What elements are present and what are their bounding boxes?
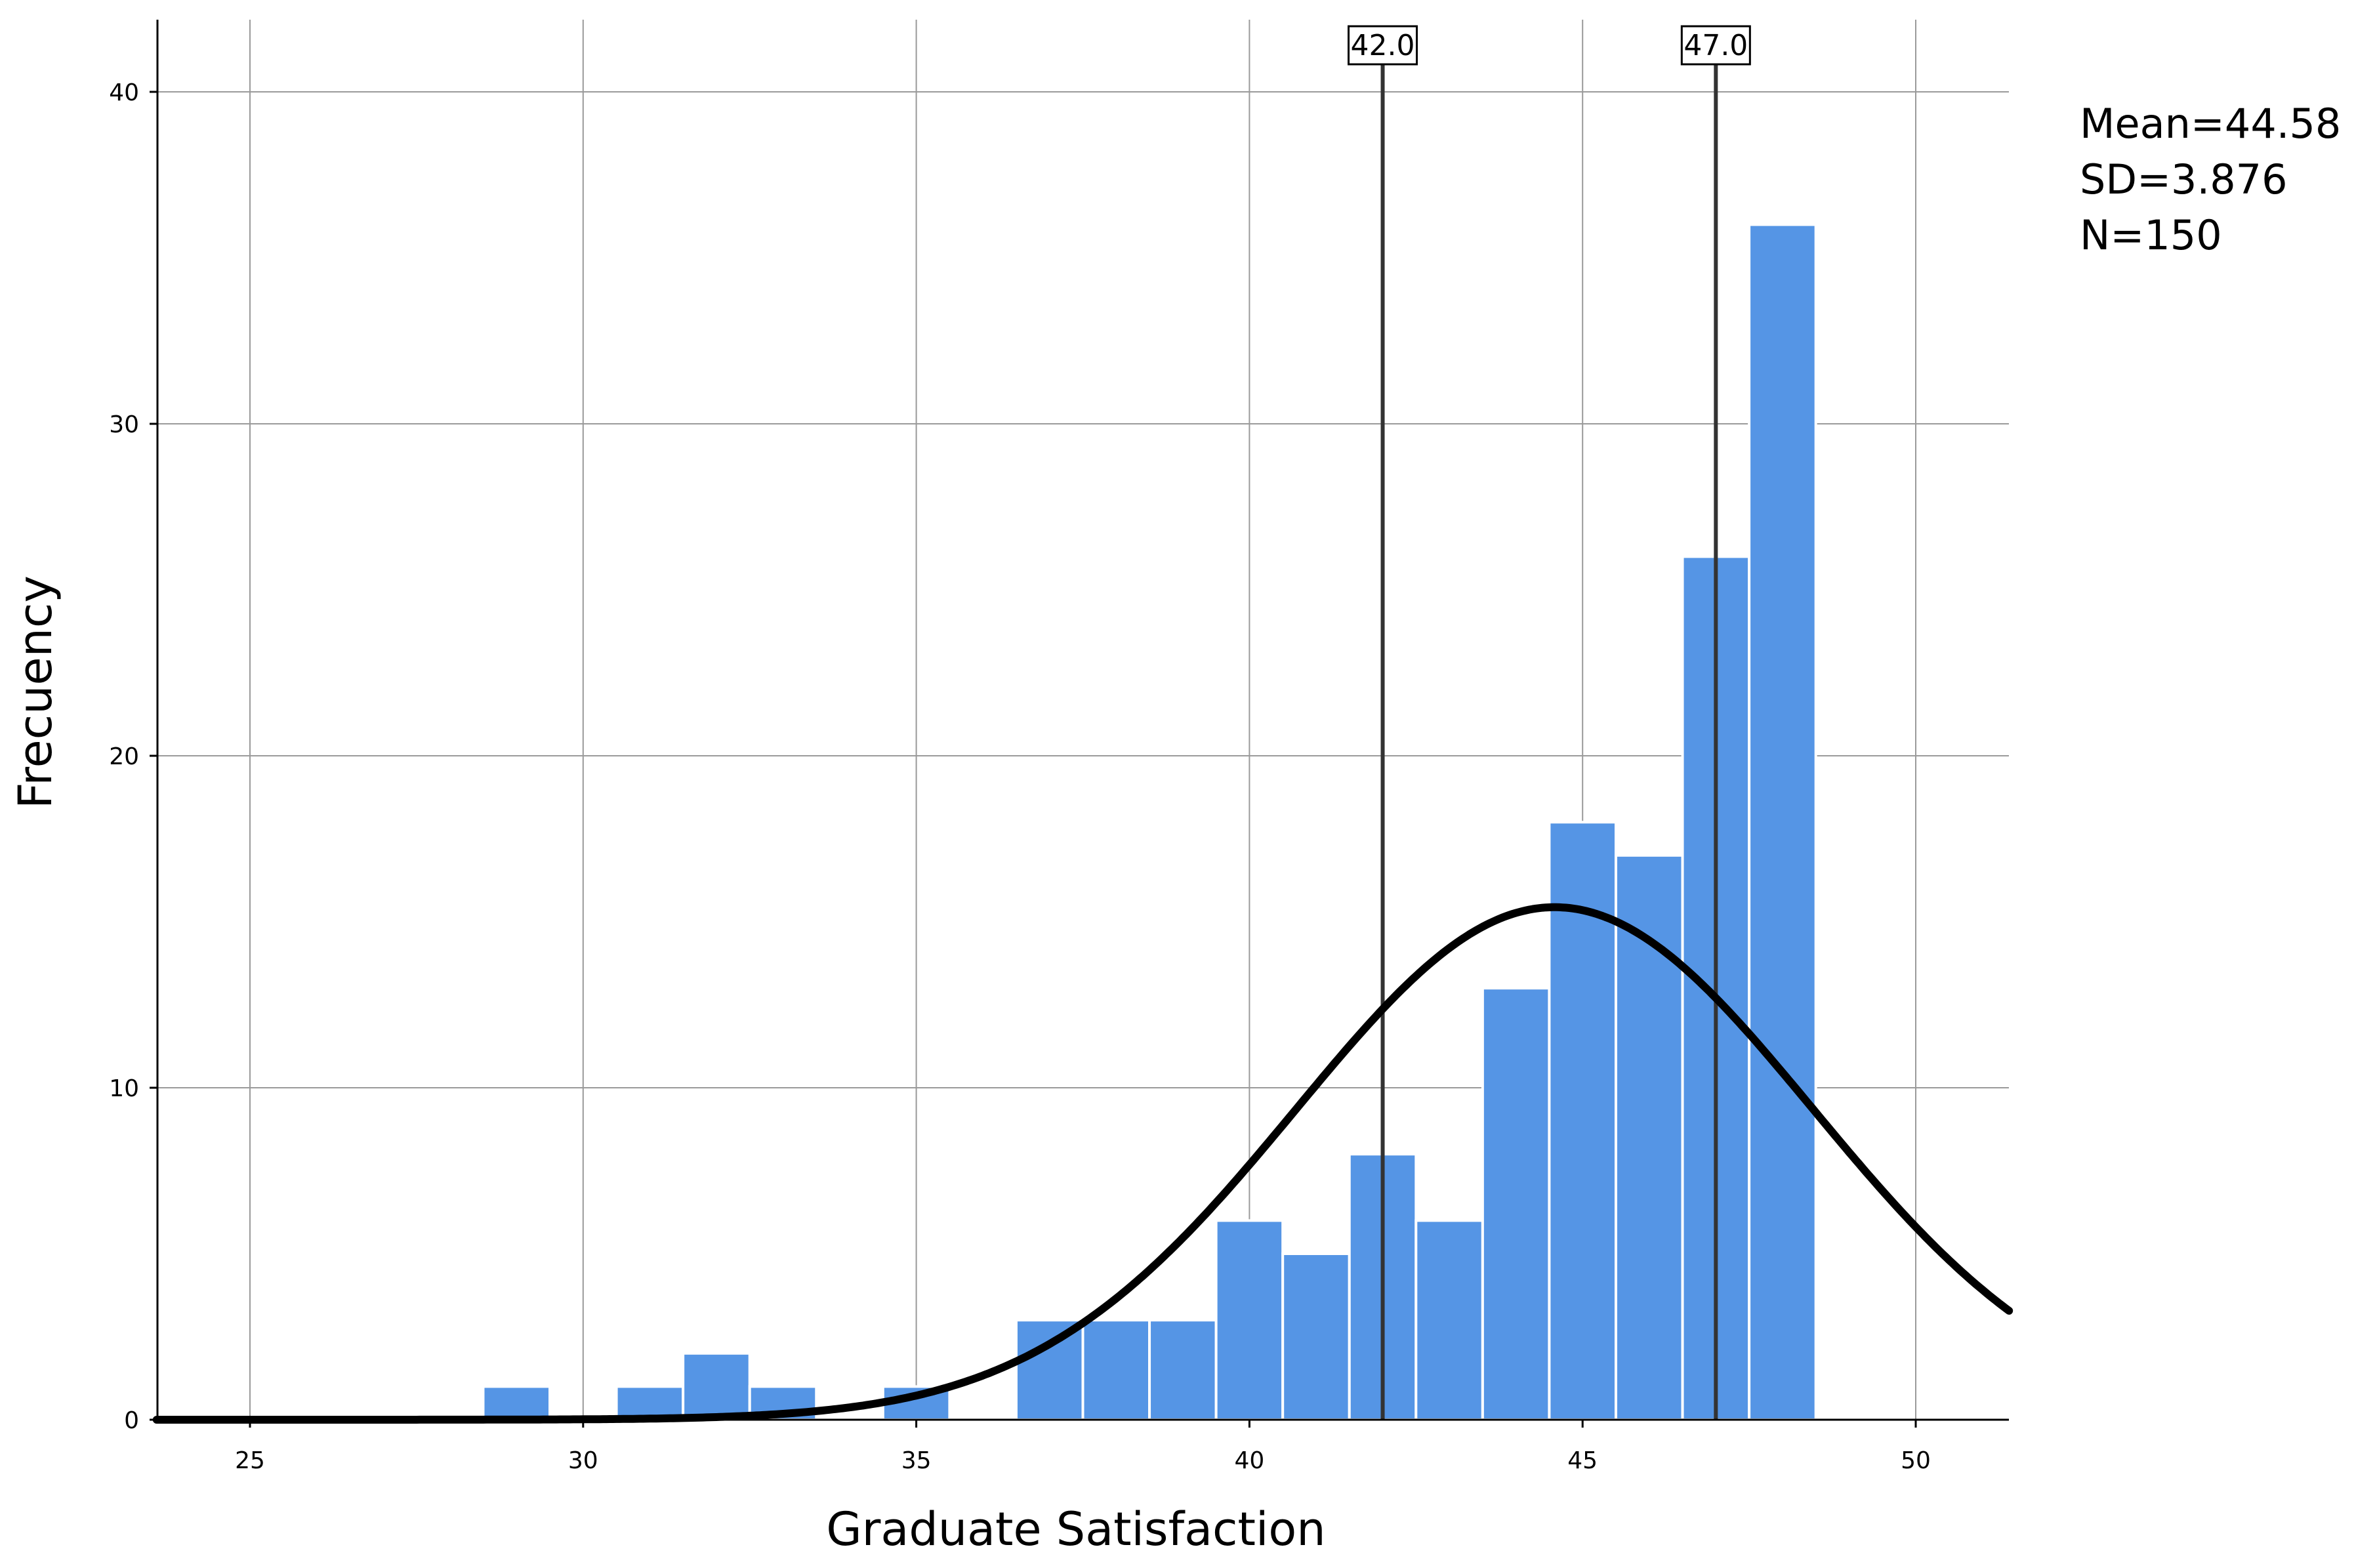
histogram-bar: [1214, 1219, 1285, 1422]
histogram-bars: [482, 223, 1817, 1422]
histogram-bar: [1614, 854, 1684, 1422]
x-tick-label: 30: [568, 1447, 598, 1474]
y-tick-label: 10: [109, 1075, 139, 1102]
grid-lines: [157, 20, 2009, 1420]
y-tick-label: 0: [124, 1407, 139, 1434]
histogram-bar: [682, 1351, 751, 1422]
reference-label-box: [1348, 25, 1418, 66]
reference-label-box: [1680, 25, 1751, 66]
x-tick-label: 45: [1567, 1447, 1598, 1474]
stats-box: Mean=44.58 SD=3.876 N=150: [2080, 100, 2341, 259]
stats-mean: Mean=44.58: [2080, 100, 2341, 148]
stats-sd: SD=3.876: [2080, 155, 2288, 203]
histogram-bar: [1481, 987, 1551, 1421]
x-axis-title: Graduate Satisfaction: [826, 1502, 1325, 1556]
histogram-bar: [1548, 821, 1617, 1421]
histogram-bar: [1081, 1319, 1151, 1421]
stats-n: N=150: [2080, 211, 2222, 259]
y-tick-label: 40: [109, 79, 139, 106]
reference-label: 47.0: [1683, 29, 1748, 62]
y-tick-label: 30: [109, 411, 139, 438]
x-tick-label: 40: [1234, 1447, 1264, 1474]
x-tick-label: 25: [235, 1447, 265, 1474]
axes: [156, 20, 2009, 1421]
histogram-bar: [1281, 1252, 1351, 1421]
y-axis-title: Frecuency: [9, 575, 62, 809]
x-tick-label: 50: [1901, 1447, 1931, 1474]
reference-lines: 42.0 47.0: [1348, 25, 1751, 1420]
histogram-bar: [482, 1385, 552, 1421]
histogram-bar: [1414, 1219, 1484, 1422]
histogram-bar: [1748, 223, 1817, 1421]
x-tick-label: 35: [901, 1447, 932, 1474]
y-tick-label: 20: [109, 743, 139, 770]
histogram-bar: [1014, 1319, 1084, 1421]
tick-labels: 25 30 35 40 45 50 0 10 20 30 40: [109, 79, 1931, 1474]
histogram-bar: [1148, 1319, 1218, 1421]
reference-label: 42.0: [1351, 29, 1415, 62]
